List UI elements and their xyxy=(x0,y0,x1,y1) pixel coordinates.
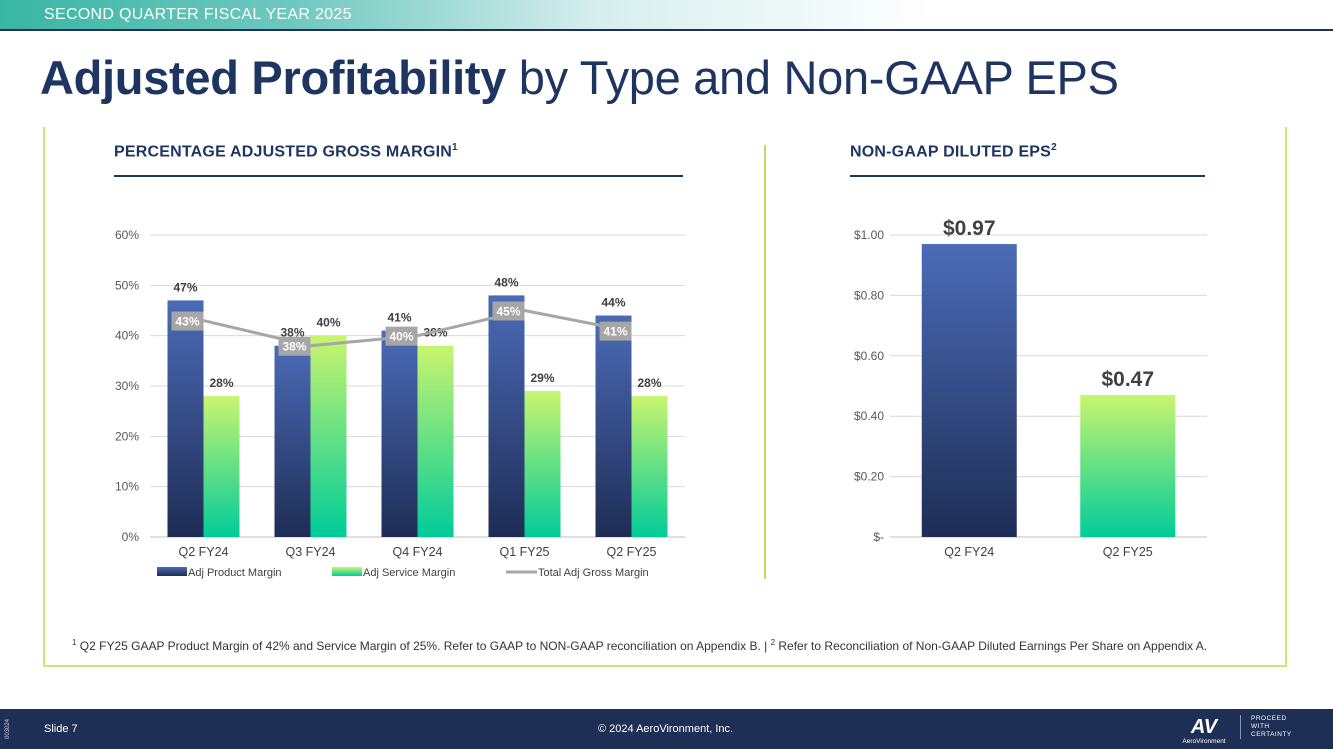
legend-service-swatch xyxy=(332,567,362,576)
eps-value-label: $0.97 xyxy=(943,217,996,240)
y-tick-label: $0.60 xyxy=(854,349,884,363)
top-banner: SECOND QUARTER FISCAL YEAR 2025 xyxy=(0,0,1333,30)
margin-section-sup: 1 xyxy=(452,142,458,153)
total-margin-label-box xyxy=(385,326,418,346)
x-category-label: Q2 FY24 xyxy=(178,545,228,559)
logo-mark: AV xyxy=(1190,716,1219,738)
service-margin-bar xyxy=(524,391,561,537)
service-margin-label: 29% xyxy=(530,371,554,385)
eps-bar xyxy=(921,244,1017,537)
total-margin-label: 41% xyxy=(603,325,627,339)
total-margin-label-box xyxy=(492,301,525,321)
tagline: PROCEED WITH CERTAINTY xyxy=(1240,715,1311,739)
eps-chart: $- $0.20 $0.40 $0.60 $0.80 $1.00 $0.97 Q2 FY24 $… xyxy=(854,217,1207,559)
footnote-sup-1: 1 xyxy=(72,638,77,647)
service-margin-label: 28% xyxy=(637,376,661,390)
content-frame xyxy=(43,127,1287,667)
footnote-text-1: Q2 FY25 GAAP Product Margin of 42% and S… xyxy=(76,639,771,653)
y-tick-label: 40% xyxy=(115,329,139,343)
copyright: © 2024 AeroVironment, Inc. xyxy=(598,723,734,735)
y-tick-label: 60% xyxy=(115,228,139,242)
service-margin-label: 28% xyxy=(209,376,233,390)
eps-section-title: NON-GAAP DILUTED EPS2 xyxy=(850,142,1057,161)
product-margin-label: 41% xyxy=(387,311,411,325)
margin-section-title: PERCENTAGE ADJUSTED GROSS MARGIN1 xyxy=(114,142,458,161)
y-tick-label: $0.40 xyxy=(854,409,884,423)
banner-text: SECOND QUARTER FISCAL YEAR 2025 xyxy=(44,6,352,23)
total-margin-label-box xyxy=(171,311,204,331)
service-margin-label: 40% xyxy=(316,316,340,330)
y-tick-label: 0% xyxy=(122,530,140,544)
margin-section-rule xyxy=(114,175,683,177)
tagline-line-2: WITH xyxy=(1251,723,1270,730)
legend-product-label: Adj Product Margin xyxy=(188,567,282,579)
eps-value-label: $0.47 xyxy=(1101,368,1154,391)
product-margin-label: 47% xyxy=(173,280,197,294)
page-title-rest: by Type and Non-GAAP EPS xyxy=(506,51,1119,104)
page-title-bold: Adjusted Profitability xyxy=(40,51,507,104)
x-category-label: Q4 FY24 xyxy=(392,545,442,559)
aerovironment-logo: AV AeroVironment xyxy=(1182,716,1225,745)
y-tick-label: $0.20 xyxy=(854,470,884,484)
product-margin-label: 38% xyxy=(280,326,304,340)
y-tick-label: 50% xyxy=(115,278,139,292)
legend-service-label: Adj Service Margin xyxy=(363,567,455,579)
page-title: Adjusted Profitability by Type and Non-G… xyxy=(40,50,1119,105)
total-margin-label-box xyxy=(599,321,632,341)
product-margin-bar xyxy=(167,300,204,537)
footnote: 1 Q2 FY25 GAAP Product Margin of 42% and… xyxy=(72,638,1207,653)
tagline-line-3: CERTAINTY xyxy=(1251,731,1292,738)
total-margin-label-box xyxy=(278,336,311,356)
y-tick-label: 30% xyxy=(115,379,139,393)
top-rule xyxy=(0,29,1333,31)
x-category-label: Q2 FY24 xyxy=(944,545,994,559)
y-tick-label: $- xyxy=(873,530,884,544)
y-tick-label: $1.00 xyxy=(854,228,884,242)
side-code: 003024 xyxy=(5,718,11,739)
x-category-label: Q3 FY24 xyxy=(285,545,335,559)
service-margin-bar xyxy=(203,396,240,537)
total-margin-label: 43% xyxy=(175,315,199,329)
y-tick-label: 10% xyxy=(115,480,139,494)
legend-total-label: Total Adj Gross Margin xyxy=(538,567,649,579)
service-margin-bar xyxy=(631,396,668,537)
eps-section-sup: 2 xyxy=(1051,142,1057,153)
footnote-sup-2: 2 xyxy=(770,638,776,647)
product-margin-bar xyxy=(274,345,311,537)
margin-chart: 0% 10% 20% 30% 40% 50% 60% 47% 28% Q2 FY24 38% 40% Q… xyxy=(115,228,685,579)
product-margin-label: 48% xyxy=(494,275,518,289)
section-divider xyxy=(764,145,766,579)
eps-section-title-text: NON-GAAP DILUTED EPS xyxy=(850,143,1052,161)
footer-bar: 003024 Slide 7 © 2024 AeroVironment, Inc… xyxy=(0,709,1333,749)
slide-number: Slide 7 xyxy=(44,723,78,735)
legend-product-swatch xyxy=(157,567,187,576)
x-category-label: Q1 FY25 xyxy=(499,545,549,559)
product-margin-label: 44% xyxy=(601,296,625,310)
product-margin-bar xyxy=(595,315,632,537)
eps-section-rule xyxy=(850,175,1205,177)
margin-section-title-text: PERCENTAGE ADJUSTED GROSS MARGIN xyxy=(114,143,452,161)
eps-bar xyxy=(1080,395,1176,537)
total-margin-label: 40% xyxy=(389,330,413,344)
footnote-text-2: Refer to Reconciliation of Non-GAAP Dilu… xyxy=(775,639,1208,653)
product-margin-bar xyxy=(488,295,525,537)
tagline-line-1: PROCEED xyxy=(1251,715,1287,722)
y-tick-label: 20% xyxy=(115,429,139,443)
service-margin-bar xyxy=(310,335,347,537)
total-margin-label: 38% xyxy=(282,340,306,354)
y-tick-label: $0.80 xyxy=(854,288,884,302)
logo-name: AeroVironment xyxy=(1182,738,1225,745)
x-category-label: Q2 FY25 xyxy=(1103,545,1153,559)
total-margin-label: 45% xyxy=(496,305,520,319)
product-margin-bar xyxy=(381,330,418,537)
service-margin-bar xyxy=(417,345,454,537)
x-category-label: Q2 FY25 xyxy=(606,545,656,559)
